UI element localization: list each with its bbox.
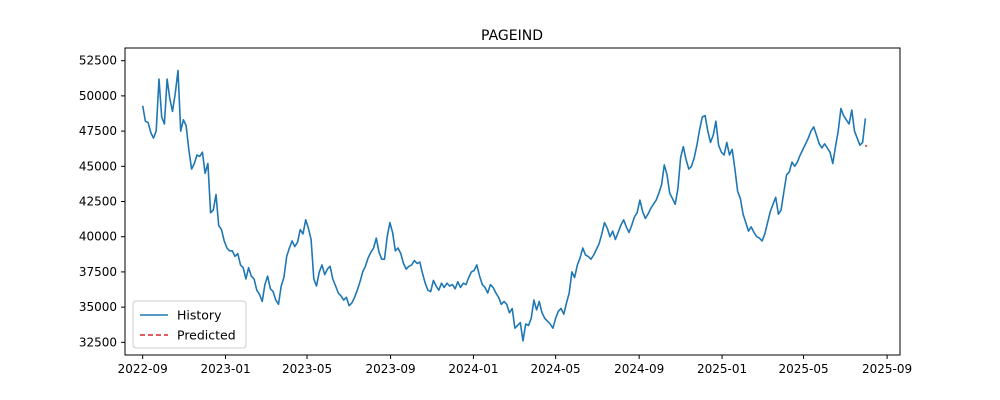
y-tick-label: 52500: [79, 54, 117, 68]
series-line-predicted: [864, 144, 868, 148]
legend-label-predicted: Predicted: [177, 328, 236, 343]
y-tick-label: 47500: [79, 124, 117, 138]
x-tick-label: 2025-09: [862, 362, 912, 376]
x-tick-label: 2022-09: [118, 362, 168, 376]
y-tick-label: 37500: [79, 265, 117, 279]
y-tick-label: 42500: [79, 195, 117, 209]
legend: History Predicted: [132, 300, 247, 349]
x-tick-label: 2024-05: [531, 362, 581, 376]
series-line-history: [141, 69, 867, 342]
x-tick-label: 2023-05: [282, 362, 332, 376]
y-tick-label: 50000: [79, 89, 117, 103]
chart-title: PAGEIND: [481, 28, 543, 44]
y-tick-label: 35000: [79, 300, 117, 314]
x-tick-label: 2025-05: [778, 362, 828, 376]
x-tick-label: 2023-01: [200, 362, 250, 376]
y-axis: 32500 35000 37500 40000 42500 45000 47500 50000…: [79, 54, 125, 349]
series-layer: [141, 69, 868, 342]
x-tick-label: 2023-09: [366, 362, 416, 376]
x-axis: 2022-09 2023-01 2023-05 2023-09 2024-01 2024-…: [118, 355, 912, 376]
x-tick-label: 2024-01: [448, 362, 498, 376]
x-tick-label: 2025-01: [697, 362, 747, 376]
x-tick-label: 2024-09: [614, 362, 664, 376]
legend-box: [132, 300, 247, 349]
y-tick-label: 32500: [79, 335, 117, 349]
legend-label-history: History: [177, 308, 222, 323]
y-tick-label: 40000: [79, 230, 117, 244]
y-tick-label: 45000: [79, 159, 117, 173]
